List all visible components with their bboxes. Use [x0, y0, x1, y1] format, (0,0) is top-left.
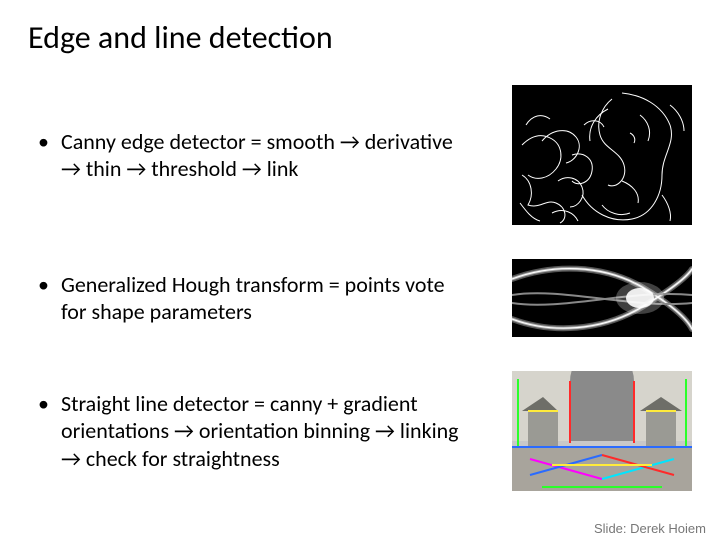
line-overlay-svg — [512, 371, 692, 491]
thumbnail-lines — [512, 371, 692, 491]
bullet-item: • Straight line detector = canny + gradi… — [28, 390, 460, 473]
bullet-item: • Canny edge detector = smooth → derivat… — [28, 128, 460, 183]
slide-title: Edge and line detection — [28, 18, 692, 57]
bullet-marker: • — [38, 390, 49, 473]
bullet-marker: • — [38, 271, 49, 326]
bullet-row: • Generalized Hough transform = points v… — [28, 259, 692, 337]
bullet-row: • Canny edge detector = smooth → derivat… — [28, 85, 692, 225]
slide-credit: Slide: Derek Hoiem — [594, 521, 706, 536]
thumbnail-canny — [512, 85, 692, 225]
hough-space-svg — [512, 259, 692, 337]
content-area: • Canny edge detector = smooth → derivat… — [28, 85, 692, 491]
bullet-text: Canny edge detector = smooth → derivativ… — [61, 128, 460, 183]
edge-map-svg — [512, 85, 692, 225]
thumbnail-hough — [512, 259, 692, 337]
bullet-marker: • — [38, 128, 49, 183]
bullet-row: • Straight line detector = canny + gradi… — [28, 371, 692, 491]
bullet-text: Generalized Hough transform = points vot… — [61, 271, 460, 326]
bullet-item: • Generalized Hough transform = points v… — [28, 271, 460, 326]
bullet-text: Straight line detector = canny + gradien… — [61, 390, 460, 473]
